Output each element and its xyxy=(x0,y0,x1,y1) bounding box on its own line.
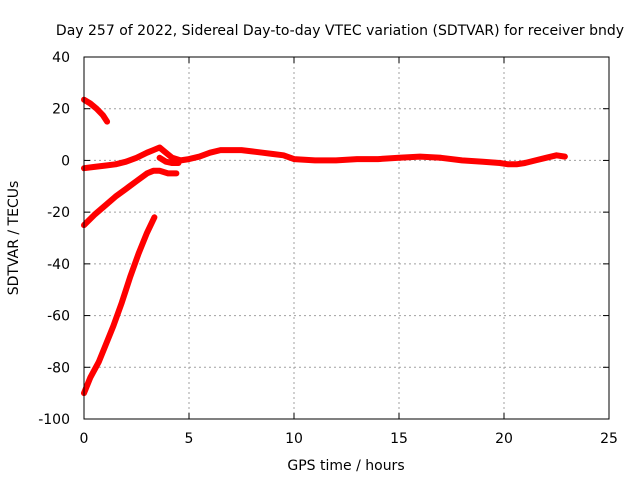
x-tick-label: 10 xyxy=(285,431,303,447)
y-tick-label: 20 xyxy=(52,102,70,118)
series-rising xyxy=(81,167,180,229)
x-tick-label: 5 xyxy=(185,431,194,447)
x-tick-label: 25 xyxy=(600,431,618,447)
x-tick-label: 0 xyxy=(80,431,89,447)
x-tick-label: 15 xyxy=(390,431,408,447)
y-axis-label: SDTVAR / TECUs xyxy=(6,181,22,296)
y-tick-label: -60 xyxy=(47,309,70,325)
plot-area xyxy=(81,96,568,397)
y-tick-label: -40 xyxy=(47,257,70,273)
y-tick-label: -80 xyxy=(47,360,70,376)
series-dip xyxy=(156,154,182,166)
series-steep xyxy=(81,214,158,397)
x-tick-label: 20 xyxy=(495,431,513,447)
grid-lines xyxy=(84,57,609,419)
series-upper-short xyxy=(81,96,111,125)
axis-ticks: 0 5 10 15 20 25 -100 -80 -60 -40 -20 0 20 40 xyxy=(38,50,618,447)
y-tick-label: 0 xyxy=(61,153,70,169)
x-axis-label: GPS time / hours xyxy=(287,458,404,474)
chart-title: Day 257 of 2022, Sidereal Day-to-day VTE… xyxy=(56,23,624,39)
y-tick-label: -20 xyxy=(47,205,70,221)
y-tick-label: 40 xyxy=(52,50,70,66)
series-main xyxy=(81,144,568,172)
y-tick-label: -100 xyxy=(38,412,70,428)
plot-frame xyxy=(83,56,610,420)
